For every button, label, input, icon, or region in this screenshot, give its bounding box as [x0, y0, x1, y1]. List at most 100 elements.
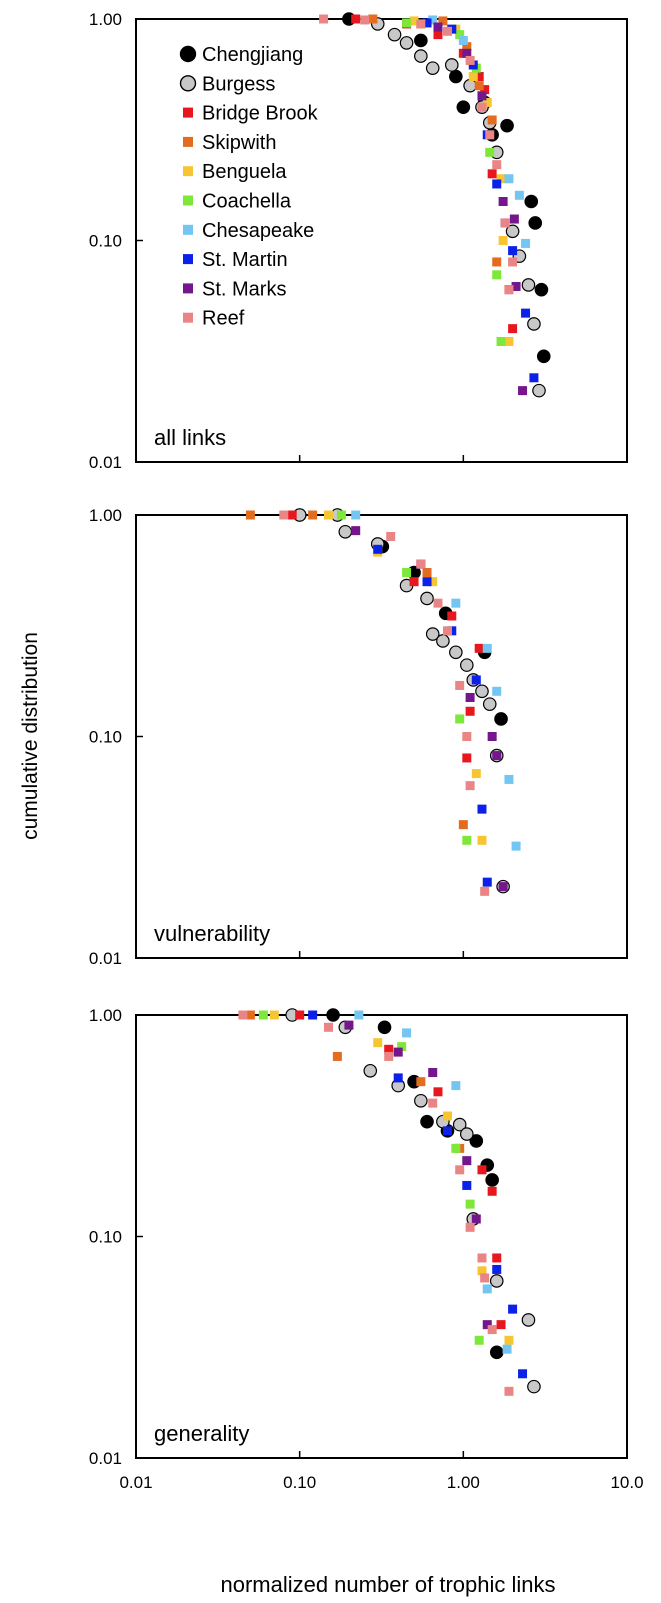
point-chesapeake [451, 598, 461, 608]
legend-label-coachella: Coachella [202, 191, 292, 213]
point-chengjiang [449, 69, 463, 84]
point-st-martin [471, 675, 481, 685]
x-tick-label: 1.00 [447, 1473, 480, 1492]
point-st-martin [482, 877, 492, 887]
point-burgess [399, 36, 414, 50]
legend-marker-burgess [179, 75, 197, 92]
point-reef [462, 732, 472, 741]
point-chesapeake [351, 510, 361, 520]
point-bridge-brook [295, 1010, 305, 1020]
point-skipwith [332, 1051, 342, 1061]
x-tick-label: 0.01 [119, 1473, 152, 1492]
legend-label-reef: Reef [202, 308, 245, 330]
point-chesapeake [502, 1344, 512, 1354]
point-burgess [521, 278, 536, 292]
point-burgess [527, 1379, 541, 1394]
point-st-martin [477, 804, 487, 814]
point-st-marks [433, 22, 443, 32]
point-coachella [462, 835, 472, 845]
point-chesapeake [458, 35, 468, 45]
point-st-martin [492, 1264, 502, 1274]
point-chengjiang [377, 1020, 392, 1035]
legend-marker-benguela [183, 166, 193, 177]
point-burgess [489, 1274, 504, 1288]
point-reef [492, 160, 502, 170]
point-reef [455, 1165, 465, 1175]
point-st-marks [492, 751, 502, 761]
legend-marker-chesapeake [183, 224, 193, 235]
point-reef [500, 218, 510, 228]
point-bridge-brook [384, 1044, 394, 1054]
point-chesapeake [521, 238, 531, 248]
point-coachella [474, 1335, 484, 1345]
point-st-martin [308, 1010, 318, 1020]
point-skipwith [487, 115, 497, 125]
point-st-martin [373, 544, 383, 554]
point-benguela [498, 236, 508, 245]
point-burgess [387, 27, 402, 42]
point-reef [360, 15, 370, 25]
point-benguela [428, 577, 438, 587]
point-st-marks [465, 692, 475, 702]
point-bridge-brook [433, 1087, 443, 1097]
point-chengjiang [534, 282, 549, 297]
point-skipwith [474, 81, 484, 91]
point-coachella [402, 18, 412, 28]
point-chesapeake [514, 190, 524, 200]
y-tick-label: 0.01 [89, 949, 122, 968]
point-benguela [504, 1335, 514, 1345]
point-burgess [482, 697, 497, 711]
point-st-marks [498, 196, 508, 206]
panel-vulnerability: 0.01 0.10 1.00 vulnerability [89, 506, 628, 968]
point-chesapeake [511, 841, 521, 851]
panel-generality: 0.01 0.10 1.00 10.0 0.01 0.10 1.00 generality [89, 1006, 644, 1492]
point-chengjiang [485, 1173, 499, 1187]
point-reef [465, 1222, 475, 1232]
point-st-marks [428, 1068, 438, 1078]
point-st-marks [462, 1156, 472, 1166]
point-st-martin [492, 179, 502, 189]
panel-all-links: 0.01 0.10 1.00 all links [89, 10, 628, 472]
y-tick-label: 0.10 [89, 1228, 122, 1247]
point-benguela [504, 336, 514, 346]
y-tick-label: 1.00 [89, 1006, 122, 1025]
point-st-martin [462, 1180, 472, 1190]
point-st-martin [393, 1073, 403, 1083]
point-burgess [521, 1313, 536, 1327]
point-coachella [485, 147, 495, 157]
x-tick-label: 0.10 [283, 1473, 316, 1492]
point-chesapeake [492, 686, 502, 696]
point-skipwith [368, 14, 378, 24]
point-st-marks [511, 281, 521, 291]
point-reef [238, 1010, 248, 1020]
point-bridge-brook [474, 643, 484, 653]
point-burgess [425, 61, 440, 75]
point-benguela [373, 1038, 383, 1048]
point-reef [442, 626, 452, 636]
legend-label-skipwith: Skipwith [202, 132, 276, 154]
point-reef [504, 285, 514, 295]
point-chengjiang [524, 194, 539, 209]
point-bridge-brook [487, 1186, 497, 1196]
point-benguela [323, 510, 333, 520]
point-reef [465, 55, 475, 65]
point-reef [480, 1273, 490, 1283]
point-burgess [505, 224, 520, 239]
point-coachella [465, 1199, 475, 1209]
point-st-martin [508, 1304, 518, 1314]
panel-label: generality [154, 1421, 249, 1446]
legend-label-bridge-brook: Bridge Brook [202, 103, 319, 125]
point-chesapeake [504, 774, 514, 784]
point-burgess [420, 591, 434, 606]
point-chengjiang [326, 1008, 340, 1022]
point-coachella [451, 1143, 461, 1153]
point-burgess [463, 78, 477, 93]
point-reef [416, 559, 426, 569]
point-burgess [425, 627, 440, 641]
point-benguela [471, 769, 481, 779]
point-bridge-brook [287, 510, 297, 520]
point-burgess [414, 49, 428, 63]
point-burgess [414, 1093, 428, 1108]
point-st-marks [482, 1320, 492, 1330]
